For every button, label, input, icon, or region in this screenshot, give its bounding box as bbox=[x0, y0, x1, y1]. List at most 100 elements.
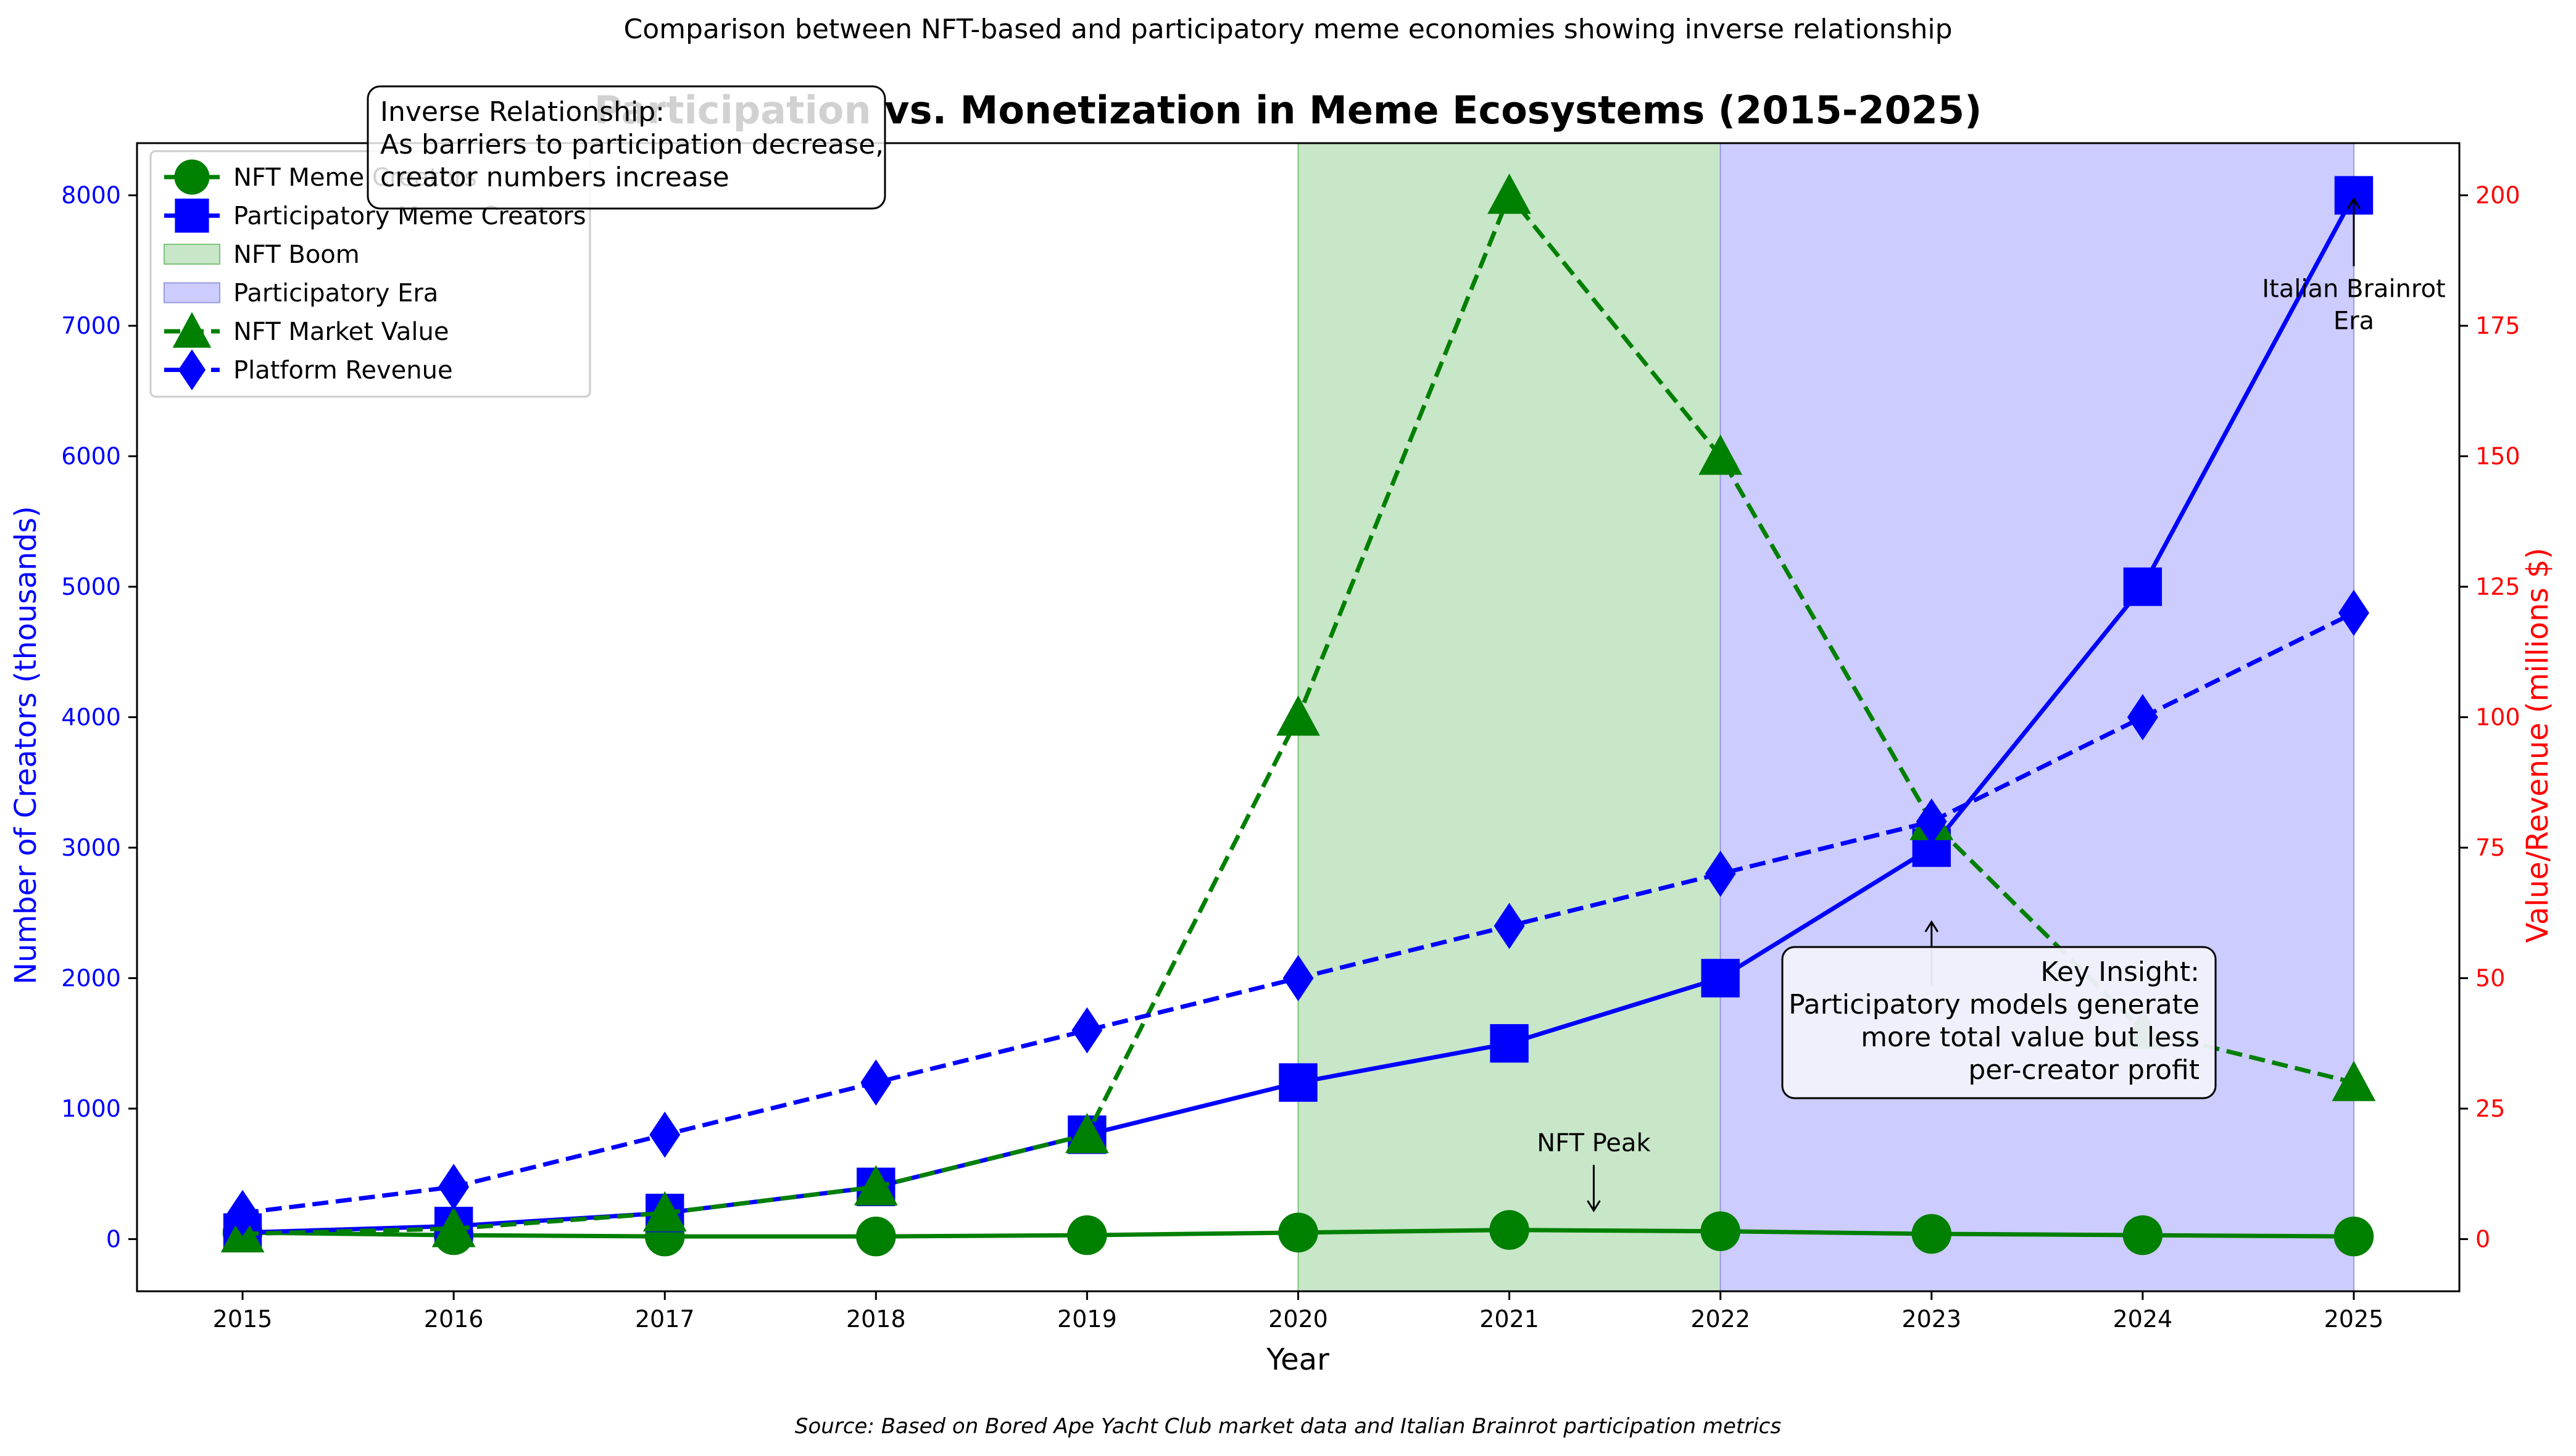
x-tick-label: 2023 bbox=[1901, 1305, 1961, 1333]
nft-peak-arrowhead bbox=[1587, 1200, 1601, 1212]
x-tick-label: 2020 bbox=[1268, 1305, 1328, 1333]
point-platform-revenue-2015 bbox=[227, 1189, 259, 1236]
point-platform-revenue-2022 bbox=[1705, 850, 1736, 897]
x-tick-label: 2016 bbox=[424, 1305, 484, 1333]
y-left-tick-label: 2000 bbox=[61, 964, 121, 991]
legend-patch-participatory-era bbox=[164, 282, 220, 304]
x-tick-label: 2018 bbox=[846, 1305, 906, 1333]
annotations: NFT Peak Italian Brainrot Era Key Insight:P… bbox=[367, 85, 2446, 1212]
point-nft-meme-creators-2024 bbox=[2122, 1215, 2163, 1255]
x-axis-label: Year bbox=[1266, 1342, 1329, 1377]
y-left-tick-label: 0 bbox=[106, 1225, 121, 1252]
x-tick-label: 2022 bbox=[1690, 1305, 1750, 1333]
legend-label-platform-revenue: Platform Revenue bbox=[233, 357, 453, 385]
y-right-tick-label: 125 bbox=[2475, 573, 2520, 600]
key-insight-line: Participatory models generate bbox=[1789, 989, 2200, 1020]
point-nft-meme-creators-2018 bbox=[856, 1216, 896, 1257]
legend-marker-platform-revenue bbox=[178, 349, 206, 391]
point-nft-meme-creators-2025 bbox=[2333, 1216, 2374, 1257]
legend-marker-nft-meme-creators bbox=[174, 159, 210, 195]
legend-item-participatory-era: Participatory Era bbox=[164, 279, 438, 308]
y-left-tick-label: 8000 bbox=[61, 182, 121, 209]
y-right-tick-label: 150 bbox=[2475, 443, 2520, 470]
key-insight-line: Key Insight: bbox=[2040, 956, 2200, 988]
point-platform-revenue-2016 bbox=[438, 1164, 470, 1210]
x-tick-label: 2015 bbox=[213, 1305, 273, 1333]
x-tick-label: 2025 bbox=[2324, 1305, 2384, 1333]
point-platform-revenue-2017 bbox=[649, 1111, 681, 1158]
y-left-tick-label: 6000 bbox=[61, 443, 121, 470]
key-insight-line: per-creator profit bbox=[1968, 1054, 2200, 1086]
point-platform-revenue-2018 bbox=[860, 1059, 892, 1106]
y-left-tick-label: 5000 bbox=[61, 573, 121, 600]
point-participatory-meme-creators-2022 bbox=[1701, 959, 1740, 998]
key-insight-arrowhead bbox=[1924, 920, 1939, 933]
italian-brainrot-arrowhead bbox=[2346, 197, 2361, 210]
y-right-tick-label: 25 bbox=[2475, 1095, 2505, 1122]
point-nft-market-value-2021 bbox=[1487, 173, 1531, 214]
point-platform-revenue-2023 bbox=[1916, 798, 1947, 845]
nft-peak-label: NFT Peak bbox=[1537, 1129, 1651, 1157]
inverse-relationship-line: As barriers to participation decrease, bbox=[380, 129, 884, 160]
y-left-tick-label: 3000 bbox=[61, 834, 121, 861]
y-right-tick-label: 75 bbox=[2475, 834, 2505, 861]
x-tick-label: 2017 bbox=[635, 1305, 695, 1333]
point-nft-market-value-2018 bbox=[854, 1165, 898, 1206]
inverse-relationship-line: Inverse Relationship: bbox=[380, 96, 665, 128]
point-platform-revenue-2019 bbox=[1071, 1007, 1103, 1054]
inverse-relationship-box bbox=[367, 85, 886, 210]
y-right-tick-label: 200 bbox=[2475, 182, 2520, 209]
legend-marker-nft-market-value bbox=[172, 312, 212, 348]
point-nft-market-value-2017 bbox=[642, 1191, 687, 1232]
legend-item-nft-market-value: NFT Market Value bbox=[164, 312, 449, 348]
italian-brainrot-label-line: Italian Brainrot bbox=[2262, 275, 2445, 304]
point-participatory-meme-creators-2024 bbox=[2123, 567, 2163, 606]
y-right-tick-label: 0 bbox=[2475, 1225, 2490, 1252]
point-nft-meme-creators-2023 bbox=[1911, 1214, 1952, 1254]
source-note: Source: Based on Bored Ape Yacht Club ma… bbox=[795, 1414, 1781, 1439]
y-right-tick-label: 100 bbox=[2475, 704, 2520, 731]
key-insight-box bbox=[1781, 946, 2217, 1099]
point-nft-market-value-2019 bbox=[1065, 1112, 1109, 1154]
legend-item-platform-revenue: Platform Revenue bbox=[164, 349, 453, 391]
point-participatory-meme-creators-2021 bbox=[1490, 1024, 1529, 1063]
x-tick-label: 2024 bbox=[2113, 1305, 2173, 1333]
point-nft-meme-creators-2020 bbox=[1278, 1212, 1318, 1253]
y-left-tick-label: 1000 bbox=[61, 1095, 121, 1122]
legend-label-participatory-era: Participatory Era bbox=[233, 279, 438, 308]
point-nft-meme-creators-2021 bbox=[1489, 1210, 1529, 1250]
legend-item-nft-boom: NFT Boom bbox=[164, 241, 360, 269]
axes: 2015 2016 2017 2018 2019 2020 2021 2022 2023 2024… bbox=[61, 142, 2520, 1333]
y-right-tick-label: 175 bbox=[2475, 312, 2520, 339]
legend-marker-participatory-meme-creators bbox=[175, 198, 209, 233]
y-right-tick-label: 50 bbox=[2475, 964, 2505, 991]
data-series bbox=[220, 173, 2376, 1257]
point-participatory-meme-creators-2020 bbox=[1279, 1063, 1318, 1102]
point-nft-meme-creators-2019 bbox=[1067, 1215, 1107, 1255]
point-platform-revenue-2024 bbox=[2127, 694, 2158, 740]
point-nft-market-value-2016 bbox=[431, 1207, 476, 1247]
point-nft-market-value-2025 bbox=[2332, 1061, 2376, 1101]
y-left-tick-label: 7000 bbox=[61, 312, 121, 339]
legend-label-nft-boom: NFT Boom bbox=[233, 241, 360, 269]
legend-patch-nft-boom bbox=[164, 244, 220, 265]
span-nft-boom bbox=[1298, 143, 1721, 1291]
x-tick-label: 2021 bbox=[1479, 1305, 1539, 1333]
inverse-relationship-line: creator numbers increase bbox=[380, 162, 729, 193]
point-nft-market-value-2022 bbox=[1698, 434, 1743, 475]
y-axis-right-label: Value/Revenue (millions $) bbox=[2520, 548, 2555, 943]
point-platform-revenue-2021 bbox=[1494, 903, 1525, 949]
point-platform-revenue-2025 bbox=[2338, 589, 2369, 636]
series-platform-revenue bbox=[227, 589, 2369, 1236]
y-left-tick-label: 4000 bbox=[61, 704, 121, 731]
chart-suptitle: Comparison between NFT-based and partici… bbox=[623, 14, 1952, 45]
italian-brainrot-label-line: Era bbox=[2333, 307, 2374, 336]
point-nft-market-value-2020 bbox=[1276, 695, 1320, 736]
point-platform-revenue-2020 bbox=[1282, 955, 1314, 1001]
key-insight-line: more total value but less bbox=[1861, 1022, 2200, 1053]
point-nft-meme-creators-2022 bbox=[1700, 1211, 1740, 1251]
y-axis-left-label: Number of Creators (thousands) bbox=[9, 506, 43, 985]
shaded-spans bbox=[1297, 143, 2354, 1291]
x-tick-label: 2019 bbox=[1057, 1305, 1117, 1333]
